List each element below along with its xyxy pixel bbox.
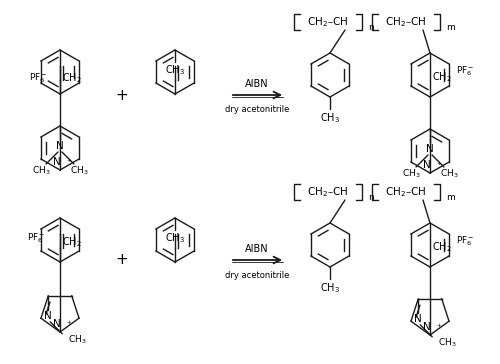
Text: N: N	[56, 141, 64, 151]
Text: PF$_6^-$: PF$_6^-$	[456, 234, 474, 248]
Text: CH$_3$: CH$_3$	[165, 63, 185, 77]
Text: dry acetonitrile: dry acetonitrile	[225, 106, 289, 115]
Text: CH$_3$: CH$_3$	[320, 111, 340, 125]
Text: CH$_3$: CH$_3$	[438, 337, 457, 349]
Text: CH$_2$–CH: CH$_2$–CH	[308, 15, 348, 29]
Text: AIBN: AIBN	[245, 79, 269, 89]
Text: m: m	[446, 24, 455, 32]
Text: N: N	[423, 322, 431, 332]
Text: +: +	[116, 253, 128, 268]
Text: CH$_3$: CH$_3$	[70, 165, 88, 177]
Text: m: m	[446, 194, 455, 202]
Text: AIBN: AIBN	[245, 244, 269, 254]
Text: CH$_3$: CH$_3$	[440, 168, 458, 180]
Text: $^+$: $^+$	[65, 158, 72, 166]
Text: CH$_2$: CH$_2$	[62, 235, 82, 249]
Text: PF$_6^-$: PF$_6^-$	[28, 71, 48, 85]
Text: N: N	[53, 157, 61, 167]
Text: N: N	[414, 314, 422, 324]
Text: $^+$: $^+$	[65, 320, 72, 328]
Text: n: n	[368, 194, 374, 202]
Text: N: N	[426, 144, 434, 154]
Text: +: +	[116, 87, 128, 103]
Text: n: n	[368, 24, 374, 32]
Text: CH$_3$: CH$_3$	[165, 231, 185, 245]
Text: $^+$: $^+$	[435, 323, 442, 332]
Text: PF$_6^-$: PF$_6^-$	[456, 64, 474, 78]
Text: CH$_2$: CH$_2$	[62, 71, 82, 85]
Text: N: N	[44, 311, 52, 321]
Text: CH$_3$: CH$_3$	[320, 281, 340, 295]
Text: CH$_2$–CH: CH$_2$–CH	[308, 185, 348, 199]
Text: CH$_3$: CH$_3$	[402, 168, 420, 180]
Text: CH$_2$–CH: CH$_2$–CH	[386, 185, 426, 199]
Text: PF$_6^-$: PF$_6^-$	[26, 231, 46, 245]
Text: N: N	[53, 319, 61, 329]
Text: CH$_2$: CH$_2$	[432, 70, 452, 84]
Text: CH$_2$: CH$_2$	[432, 240, 452, 254]
Text: dry acetonitrile: dry acetonitrile	[225, 270, 289, 280]
Text: CH$_3$: CH$_3$	[68, 333, 87, 346]
Text: $^+$: $^+$	[435, 161, 442, 170]
Text: N: N	[423, 160, 431, 170]
Text: CH$_3$: CH$_3$	[32, 165, 50, 177]
Text: CH$_2$–CH: CH$_2$–CH	[386, 15, 426, 29]
